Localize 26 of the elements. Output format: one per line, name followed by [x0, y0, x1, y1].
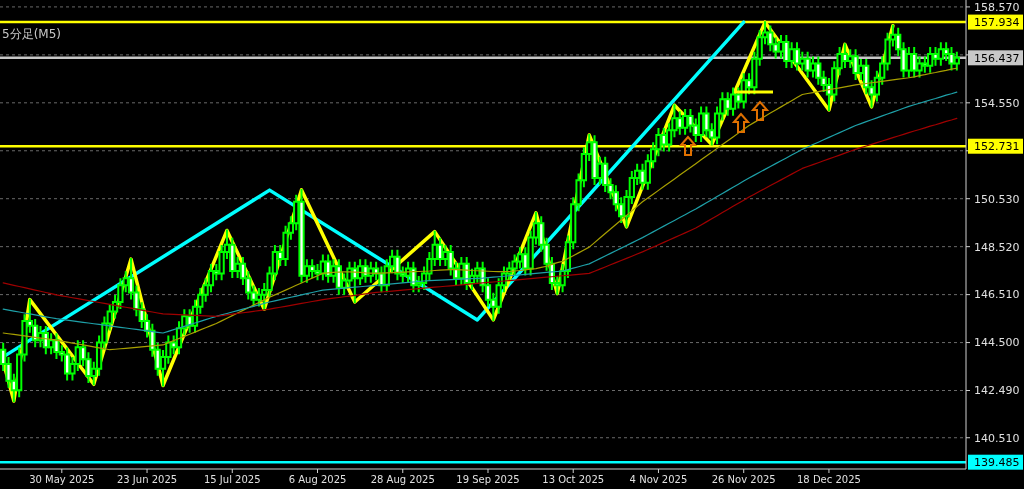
line-series: [2, 117, 958, 317]
y-tick-label: 146.510: [974, 288, 1020, 302]
candlestick: [729, 87, 737, 116]
x-tick-label: 23 Jun 2025: [116, 474, 178, 485]
ref-line-label: 152.731: [974, 140, 1020, 154]
y-tick-label: 148.520: [974, 240, 1020, 254]
y-tick-label: 158.570: [974, 0, 1020, 14]
x-tick-label: 15 Jul 2025: [203, 474, 261, 485]
text: 5分足(M5): [2, 27, 61, 41]
x-tick-label: 19 Sep 2025: [456, 474, 520, 485]
x-tick-label: 30 May 2025: [29, 474, 95, 485]
x-tick-label: 6 Aug 2025: [288, 474, 347, 485]
y-tick-label: 150.530: [974, 192, 1020, 206]
x-tick-label: 4 Nov 2025: [629, 474, 688, 485]
x-tick-label: 26 Nov 2025: [711, 474, 776, 485]
x-tick-label: 18 Dec 2025: [797, 474, 861, 485]
candlestick: [793, 42, 801, 71]
y-tick-label: 144.500: [974, 336, 1020, 350]
x-tick-label: 13 Oct 2025: [542, 474, 605, 485]
ref-line-label: 139.485: [974, 456, 1020, 470]
x-tick-label: 28 Aug 2025: [370, 474, 435, 485]
y-tick-label: 142.490: [974, 384, 1020, 398]
ref-line-label: 156.437: [974, 51, 1020, 65]
y-tick-label: 140.510: [974, 431, 1020, 445]
y-tick-label: 154.550: [974, 96, 1020, 110]
ref-line-label: 157.934: [974, 15, 1020, 29]
